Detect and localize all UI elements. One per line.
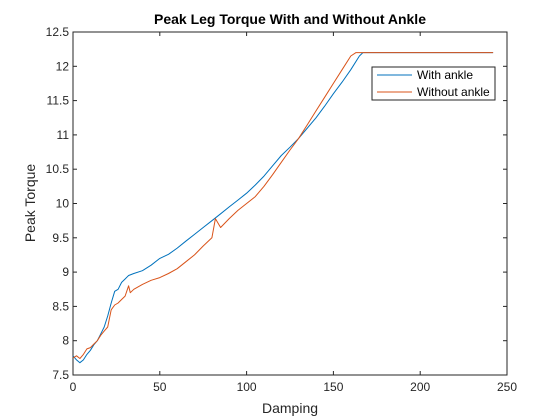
legend: With ankle Without ankle bbox=[371, 66, 496, 101]
x-tick-label: 150 bbox=[323, 380, 343, 394]
y-tick-label: 8 bbox=[62, 334, 69, 348]
legend-label-with-ankle: With ankle bbox=[417, 68, 473, 82]
y-tick-label: 10.5 bbox=[46, 162, 70, 176]
x-axis-title: Damping bbox=[262, 400, 318, 416]
x-tick-label: 100 bbox=[237, 380, 257, 394]
y-tick-label: 9 bbox=[62, 265, 69, 279]
x-axis-ticks: 0 50 100 150 200 250 bbox=[70, 32, 517, 394]
legend-label-without-ankle: Without ankle bbox=[417, 85, 490, 99]
x-tick-label: 250 bbox=[497, 380, 517, 394]
chart-title: Peak Leg Torque With and Without Ankle bbox=[154, 11, 426, 27]
legend-box bbox=[371, 66, 496, 101]
y-tick-label: 8.5 bbox=[52, 299, 69, 313]
y-tick-label: 12.5 bbox=[46, 25, 70, 39]
y-axis-title: Peak Torque bbox=[22, 164, 38, 243]
x-tick-label: 200 bbox=[410, 380, 430, 394]
y-tick-label: 12 bbox=[56, 59, 70, 73]
series-line-without-ankle bbox=[72, 52, 494, 359]
y-tick-label: 11 bbox=[57, 128, 70, 142]
series-line-with-ankle bbox=[72, 52, 494, 364]
y-axis-ticks: 7.5 8 8.5 9 9.5 10 10.5 11 11.5 12 12.5 bbox=[46, 25, 507, 382]
y-tick-label: 9.5 bbox=[52, 231, 69, 245]
x-tick-label: 50 bbox=[153, 380, 167, 394]
y-tick-label: 7.5 bbox=[52, 368, 69, 382]
y-tick-label: 10 bbox=[56, 197, 70, 211]
series-group bbox=[72, 52, 494, 364]
x-tick-label: 0 bbox=[70, 380, 77, 394]
y-tick-label: 11.5 bbox=[47, 94, 70, 108]
